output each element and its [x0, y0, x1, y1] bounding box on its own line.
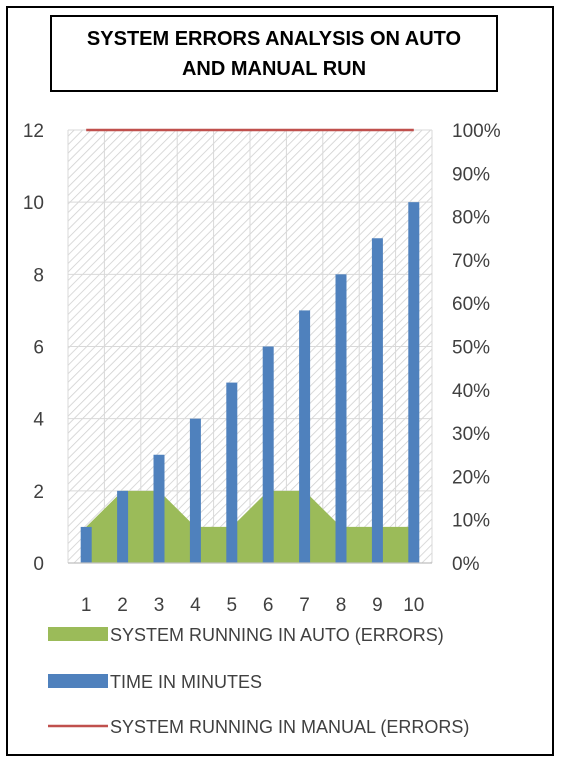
y-right-tick-label: 80% [452, 208, 490, 229]
y-left-tick-label: 4 [33, 410, 44, 431]
y-right-tick-label: 20% [452, 467, 490, 488]
y-left-tick-label: 2 [33, 482, 44, 503]
chart-title-box: SYSTEM ERRORS ANALYSIS ON AUTO AND MANUA… [50, 15, 498, 92]
bar-time-in-minutes [299, 310, 311, 563]
legend-swatch [48, 627, 108, 641]
y-left-tick-label: 8 [33, 265, 44, 286]
y-right-tick-label: 30% [452, 424, 490, 445]
y-right-tick-label: 10% [452, 511, 490, 532]
y-right-tick-label: 90% [452, 164, 490, 185]
legend-label: SYSTEM RUNNING IN AUTO (ERRORS) [110, 625, 444, 645]
y-right-tick-label: 100% [452, 121, 501, 142]
y-left-tick-label: 0 [33, 554, 44, 575]
bar-time-in-minutes [371, 238, 383, 563]
x-tick-label: 3 [154, 595, 165, 616]
y-right-tick-label: 70% [452, 251, 490, 272]
x-tick-label: 8 [336, 595, 347, 616]
bar-time-in-minutes [80, 526, 92, 563]
bar-time-in-minutes [226, 382, 238, 563]
y-right-tick-label: 40% [452, 381, 490, 402]
y-left-tick-label: 6 [33, 338, 44, 359]
x-tick-label: 6 [263, 595, 274, 616]
bar-time-in-minutes [189, 418, 201, 563]
y-right-tick-label: 60% [452, 294, 490, 315]
y-left-tick-label: 12 [23, 121, 44, 142]
x-tick-label: 5 [227, 595, 238, 616]
bar-time-in-minutes [153, 454, 165, 563]
legend-label: TIME IN MINUTES [110, 672, 262, 692]
chart-title: SYSTEM ERRORS ANALYSIS ON AUTO AND MANUA… [86, 27, 462, 80]
bar-time-in-minutes [335, 274, 347, 563]
y-right-tick-label: 50% [452, 338, 490, 359]
x-tick-label: 2 [117, 595, 128, 616]
x-tick-label: 7 [299, 595, 310, 616]
y-right-tick-label: 0% [452, 554, 480, 575]
x-tick-label: 9 [372, 595, 383, 616]
bar-time-in-minutes [117, 490, 129, 563]
legend-swatch [48, 674, 108, 688]
area-series-auto-errors [86, 490, 414, 563]
bar-time-in-minutes [262, 346, 274, 563]
x-tick-label: 10 [403, 595, 424, 616]
bar-time-in-minutes [408, 202, 420, 563]
y-left-tick-label: 10 [23, 193, 44, 214]
x-tick-label: 4 [190, 595, 201, 616]
x-tick-label: 1 [81, 595, 92, 616]
legend-label: SYSTEM RUNNING IN MANUAL (ERRORS) [110, 717, 469, 737]
